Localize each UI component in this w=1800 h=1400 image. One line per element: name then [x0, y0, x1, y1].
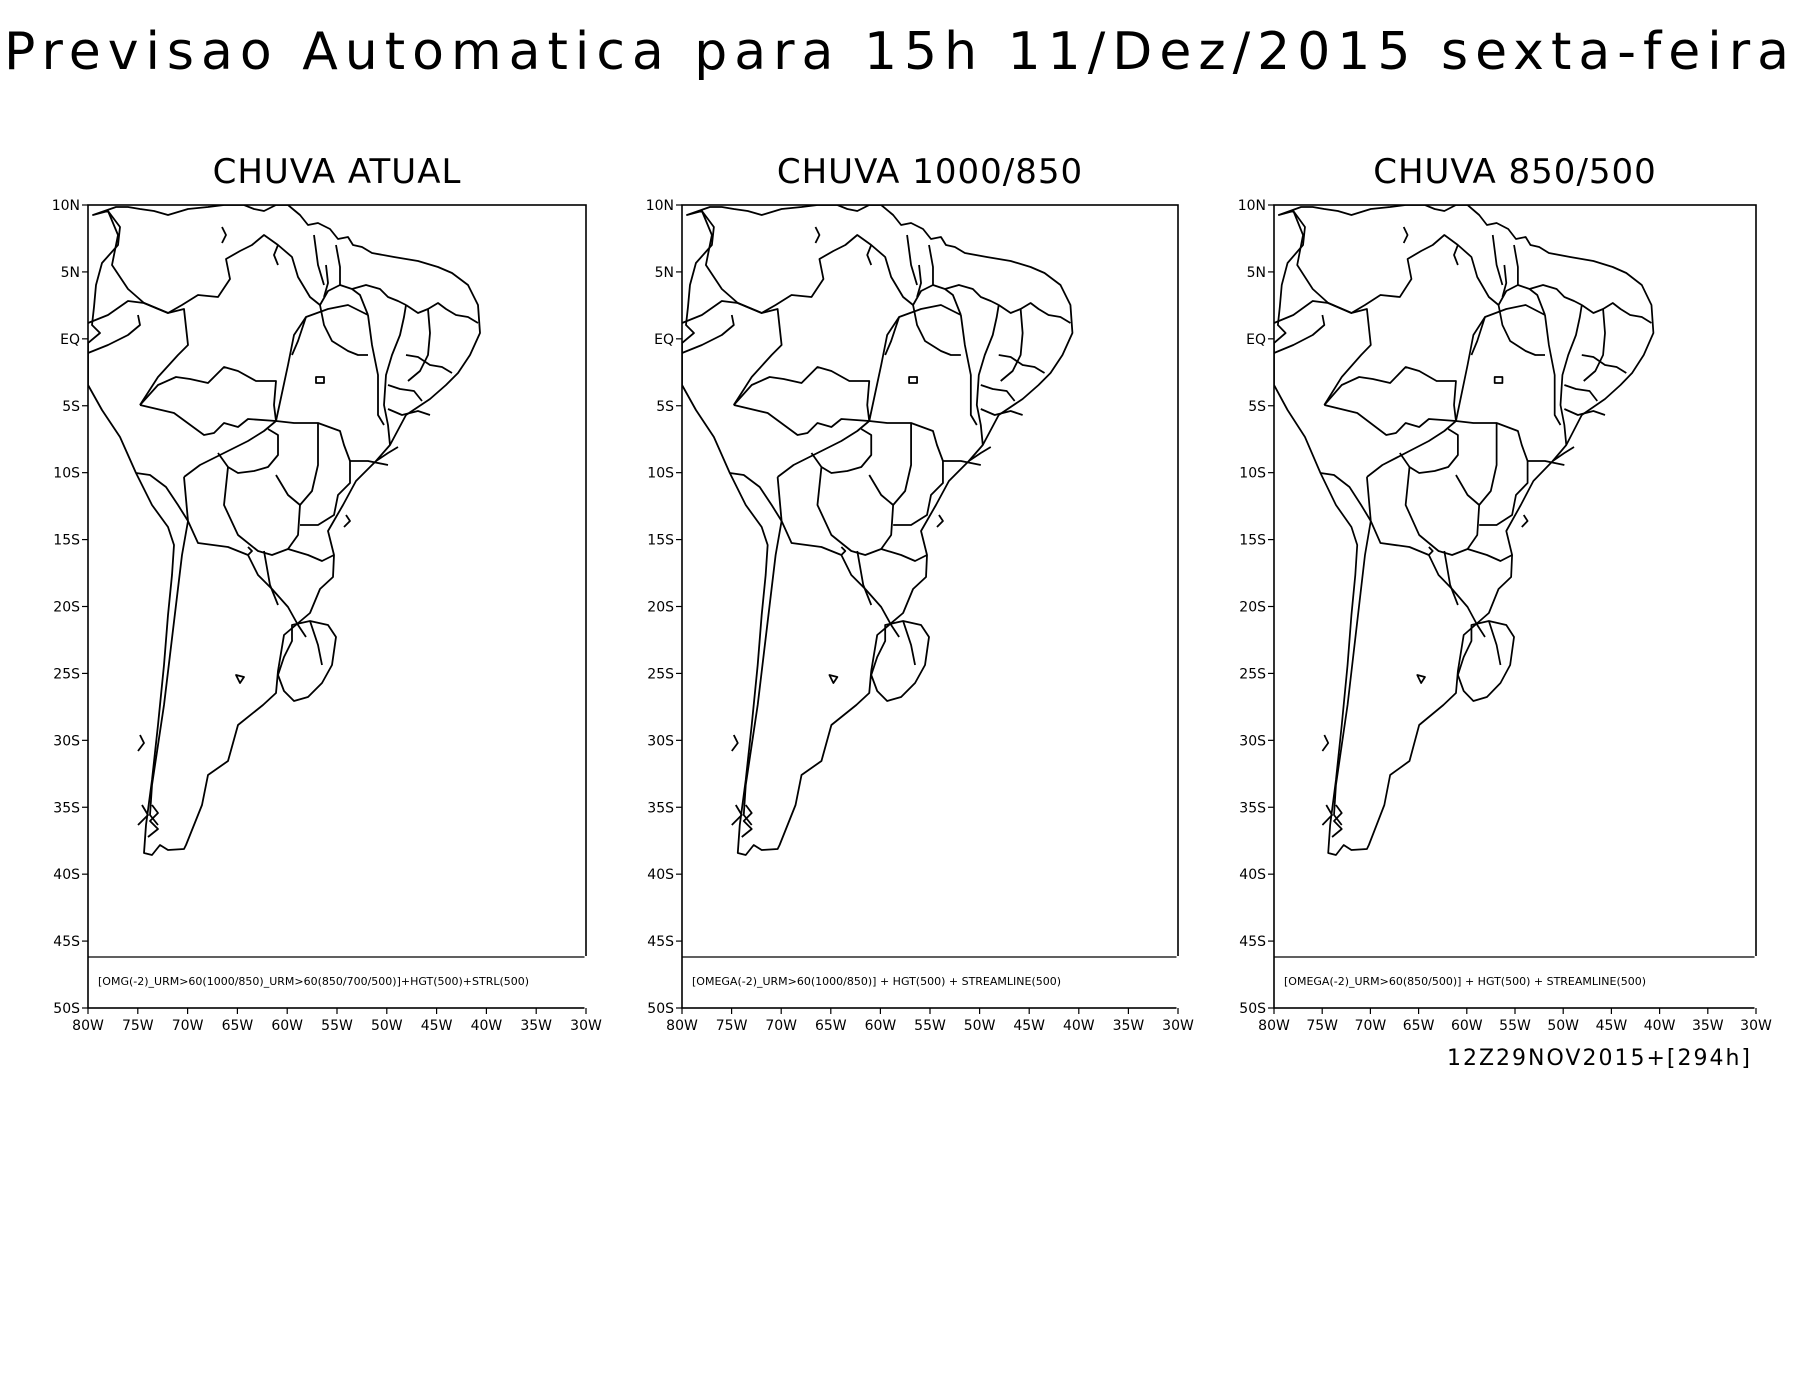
lon-tick-label: 55W [914, 1018, 946, 1034]
page-title: Previsao Automatica para 15h 11/Dez/2015… [4, 22, 1796, 82]
lon-tick-label: 45W [1596, 1018, 1628, 1034]
lon-tick-label: 40W [1644, 1018, 1676, 1034]
lon-tick-label: 55W [321, 1018, 353, 1034]
lat-tick-label: EQ [654, 332, 674, 348]
map-outline [682, 205, 1074, 856]
lat-tick-label: 40S [647, 867, 674, 883]
lat-tick-label: 5S [62, 399, 80, 415]
run-label: 12Z29NOV2015+[294h] [1446, 1046, 1752, 1071]
map-panel: CHUVA 1000/850 [OMEGA(-2)_URM>60(1000/850… [646, 152, 1194, 1034]
lat-tick-label: 25S [53, 666, 80, 682]
lat-tick-label: 50S [647, 1001, 674, 1017]
lat-tick-label: 30S [1239, 733, 1266, 749]
lat-tick-label: 35S [1239, 800, 1266, 816]
lat-tick-label: 50S [53, 1001, 80, 1017]
panel-footer: [OMEGA(-2)_URM>60(850/500)] + HGT(500) +… [1284, 975, 1646, 988]
lat-tick-label: 10N [52, 198, 80, 214]
map-outline [88, 205, 481, 856]
lon-tick-label: 30W [1162, 1018, 1194, 1034]
panel-title: CHUVA ATUAL [213, 152, 462, 192]
lon-tick-label: 80W [72, 1018, 104, 1034]
lat-tick-label: 35S [647, 800, 674, 816]
lon-tick-label: 65W [815, 1018, 847, 1034]
lat-tick-label: 5S [1248, 399, 1266, 415]
lon-tick-label: 80W [1258, 1018, 1290, 1034]
lon-tick-label: 50W [964, 1018, 996, 1034]
lon-tick-label: 50W [371, 1018, 403, 1034]
lat-tick-label: 40S [53, 867, 80, 883]
lon-tick-label: 60W [271, 1018, 303, 1034]
lat-tick-label: 10S [1239, 466, 1266, 482]
lon-tick-label: 35W [1692, 1018, 1724, 1034]
panel-title: CHUVA 850/500 [1373, 152, 1657, 192]
lon-tick-label: 70W [172, 1018, 204, 1034]
map-outline [1274, 205, 1655, 856]
lat-tick-label: 40S [1239, 867, 1266, 883]
lat-tick-label: 20S [1239, 600, 1266, 616]
panel-footer: [OMEGA(-2)_URM>60(1000/850)] + HGT(500) … [692, 975, 1061, 988]
lat-tick-label: 35S [53, 800, 80, 816]
lon-tick-label: 55W [1499, 1018, 1531, 1034]
lon-tick-label: 45W [1013, 1018, 1045, 1034]
lat-tick-label: 10S [647, 466, 674, 482]
lon-tick-label: 40W [471, 1018, 503, 1034]
lat-tick-label: 20S [647, 600, 674, 616]
lat-tick-label: 10N [646, 198, 674, 214]
lat-tick-label: 5S [656, 399, 674, 415]
lon-tick-label: 60W [865, 1018, 897, 1034]
lon-tick-label: 40W [1063, 1018, 1095, 1034]
lat-tick-label: 5N [61, 265, 80, 281]
lon-tick-label: 65W [1403, 1018, 1435, 1034]
lon-tick-label: 35W [1113, 1018, 1145, 1034]
lat-tick-label: 45S [53, 934, 80, 950]
lon-tick-label: 70W [1355, 1018, 1387, 1034]
lat-tick-label: 20S [53, 600, 80, 616]
map-frame [87, 204, 587, 1009]
map-frame [681, 204, 1179, 1009]
lat-tick-label: EQ [60, 332, 80, 348]
lat-tick-label: 15S [53, 533, 80, 549]
lat-tick-label: 45S [647, 934, 674, 950]
map-panel: CHUVA 850/500 [OMEGA(-2)_URM>60(850/500)]… [1238, 152, 1772, 1034]
lon-tick-label: 35W [520, 1018, 552, 1034]
lat-tick-label: 30S [53, 733, 80, 749]
lat-tick-label: 15S [1239, 533, 1266, 549]
lon-tick-label: 70W [765, 1018, 797, 1034]
panel-title: CHUVA 1000/850 [777, 152, 1083, 192]
lon-tick-label: 75W [1306, 1018, 1338, 1034]
lon-tick-label: 45W [421, 1018, 453, 1034]
lat-tick-label: 5N [1247, 265, 1266, 281]
lon-tick-label: 65W [222, 1018, 254, 1034]
lat-tick-label: 50S [1239, 1001, 1266, 1017]
lon-tick-label: 30W [1740, 1018, 1772, 1034]
lon-tick-label: 30W [570, 1018, 602, 1034]
lon-tick-label: 75W [122, 1018, 154, 1034]
lat-tick-label: 25S [1239, 666, 1266, 682]
map-frame [1273, 204, 1757, 1009]
lat-tick-label: 10S [53, 466, 80, 482]
lon-tick-label: 50W [1547, 1018, 1579, 1034]
map-panel: CHUVA ATUAL [OMG(-2)_URM>60(1000/850)_URM… [52, 152, 602, 1034]
lon-tick-label: 75W [716, 1018, 748, 1034]
lat-tick-label: EQ [1246, 332, 1266, 348]
lat-tick-label: 45S [1239, 934, 1266, 950]
lon-tick-label: 60W [1451, 1018, 1483, 1034]
lat-tick-label: 10N [1238, 198, 1266, 214]
lat-tick-label: 25S [647, 666, 674, 682]
panel-footer: [OMG(-2)_URM>60(1000/850)_URM>60(850/700… [98, 975, 529, 988]
lat-tick-label: 30S [647, 733, 674, 749]
lat-tick-label: 15S [647, 533, 674, 549]
lon-tick-label: 80W [666, 1018, 698, 1034]
lat-tick-label: 5N [655, 265, 674, 281]
